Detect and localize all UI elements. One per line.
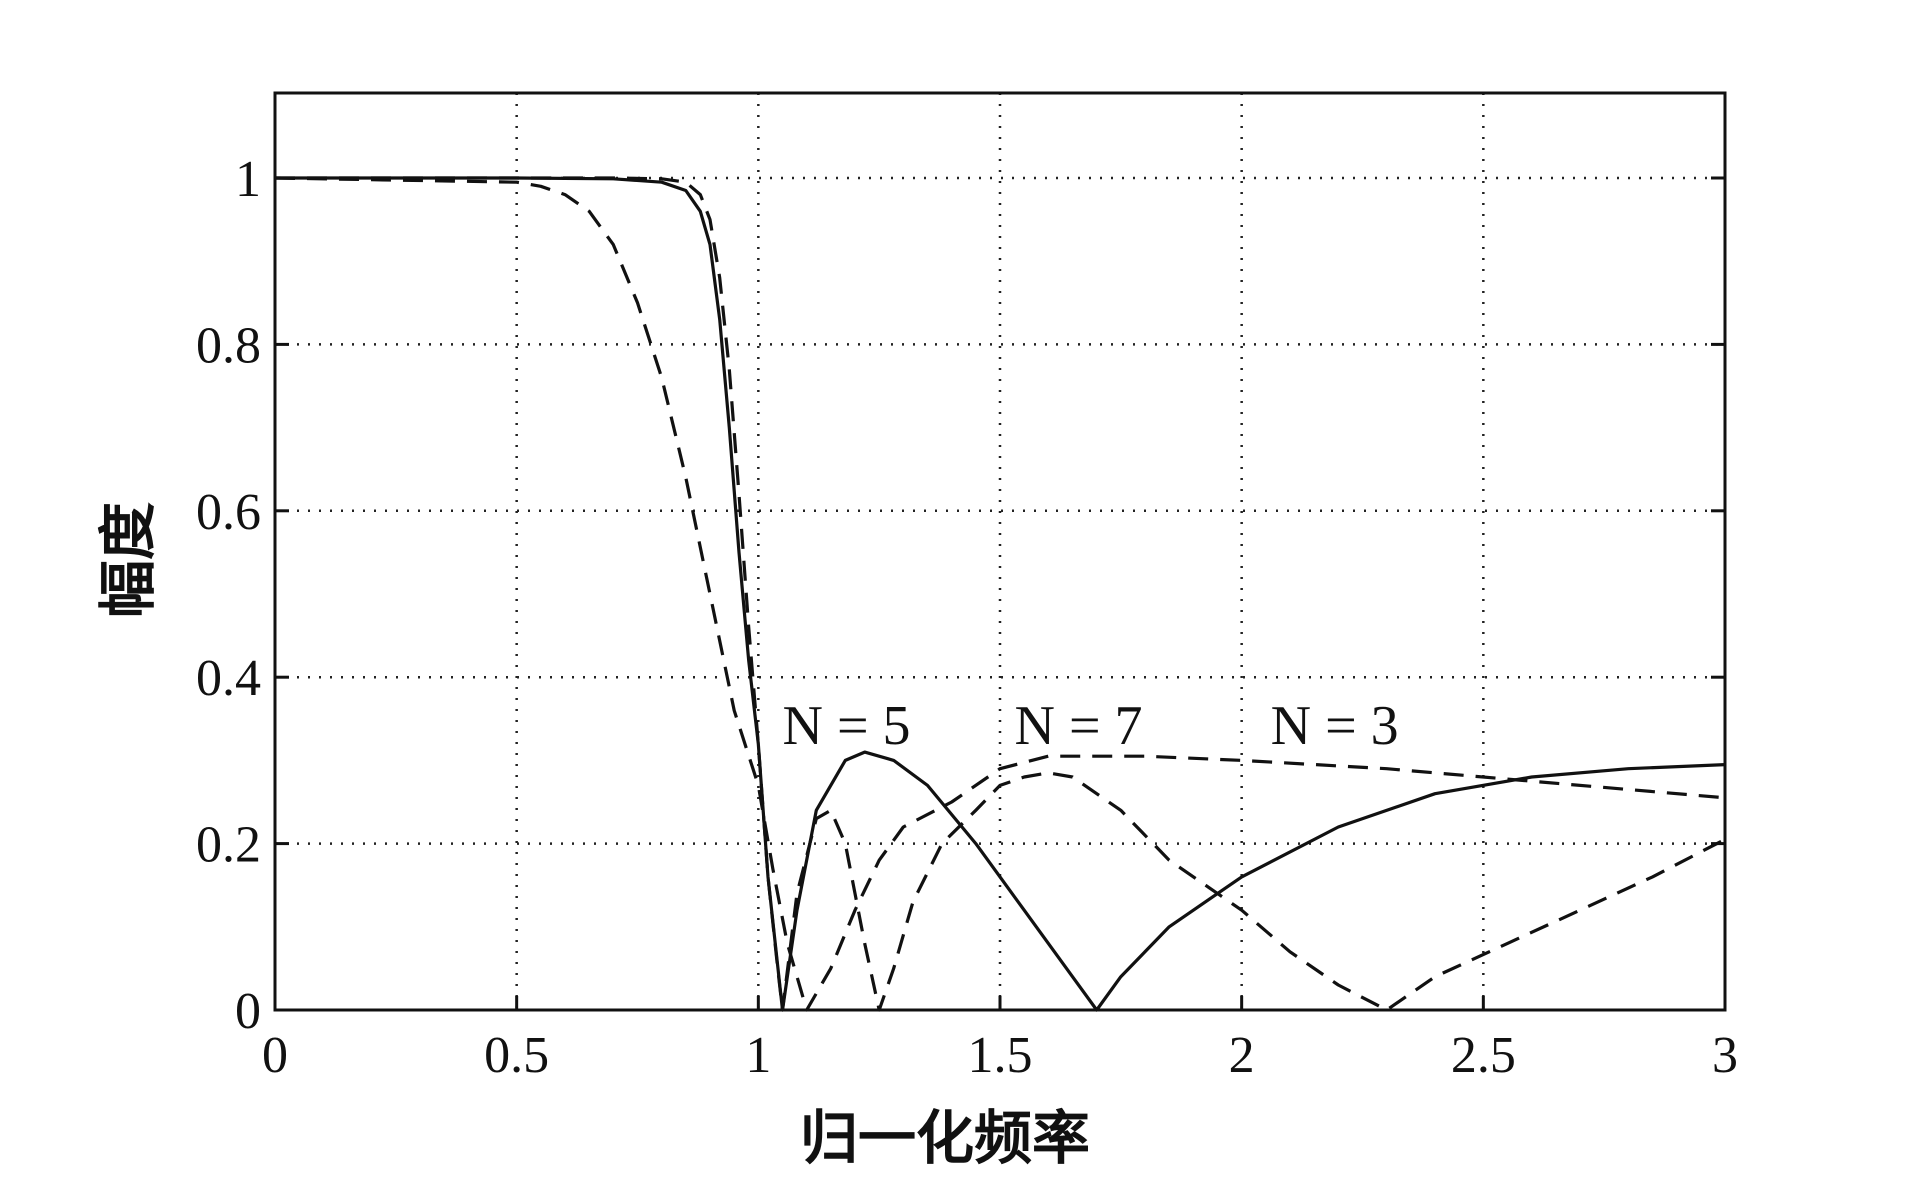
y-tick-label: 0.4 [196, 650, 261, 707]
y-axis-label: 幅度 [94, 502, 162, 618]
x-tick-label: 2 [1229, 1027, 1255, 1084]
x-tick-label: 1.5 [968, 1027, 1033, 1084]
annotation-n5: N = 5 [783, 695, 911, 757]
series-line-1 [275, 176, 1726, 1012]
plot-frame [273, 91, 1727, 1012]
annotation-n7: N = 7 [1015, 695, 1143, 757]
y-tick-label: 0 [235, 983, 261, 1040]
y-tick-label: 1 [235, 151, 261, 208]
annotations: N = 5 N = 7 N = 3 [783, 695, 1399, 757]
ticks: 0 0.5 1 1.5 2 2.5 3 0 0.2 0.4 0.6 0.8 1 [196, 151, 1738, 1084]
y-tick-label: 0.6 [196, 484, 261, 541]
x-tick-label: 0.5 [484, 1027, 549, 1084]
series-line-2 [274, 176, 1726, 1012]
x-tick-label: 0 [262, 1027, 288, 1084]
x-axis-label: 归一化频率 [800, 1104, 1090, 1172]
grid [275, 93, 1725, 1010]
x-tick-label: 2.5 [1451, 1027, 1516, 1084]
y-tick-label: 0.2 [196, 817, 261, 874]
annotation-n3: N = 3 [1271, 695, 1399, 757]
y-tick-label: 0.8 [196, 317, 261, 374]
x-tick-label: 1 [745, 1027, 771, 1084]
x-tick-label: 3 [1712, 1027, 1738, 1084]
